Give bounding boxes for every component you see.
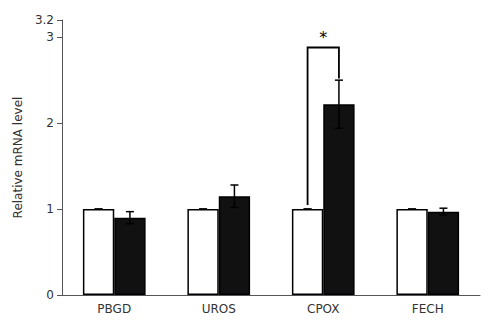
svg-text:UROS: UROS <box>202 302 236 316</box>
svg-text:PBGD: PBGD <box>97 302 131 316</box>
svg-text:3: 3 <box>46 30 54 44</box>
svg-text:2: 2 <box>46 116 54 130</box>
svg-text:Relative mRNA level: Relative mRNA level <box>11 97 25 219</box>
svg-text:1: 1 <box>46 202 54 216</box>
svg-text:CPOX: CPOX <box>307 302 340 316</box>
svg-text:FECH: FECH <box>412 302 444 316</box>
svg-text:0: 0 <box>46 288 54 302</box>
svg-text:*: * <box>319 28 327 47</box>
svg-text:3.2: 3.2 <box>35 13 54 27</box>
